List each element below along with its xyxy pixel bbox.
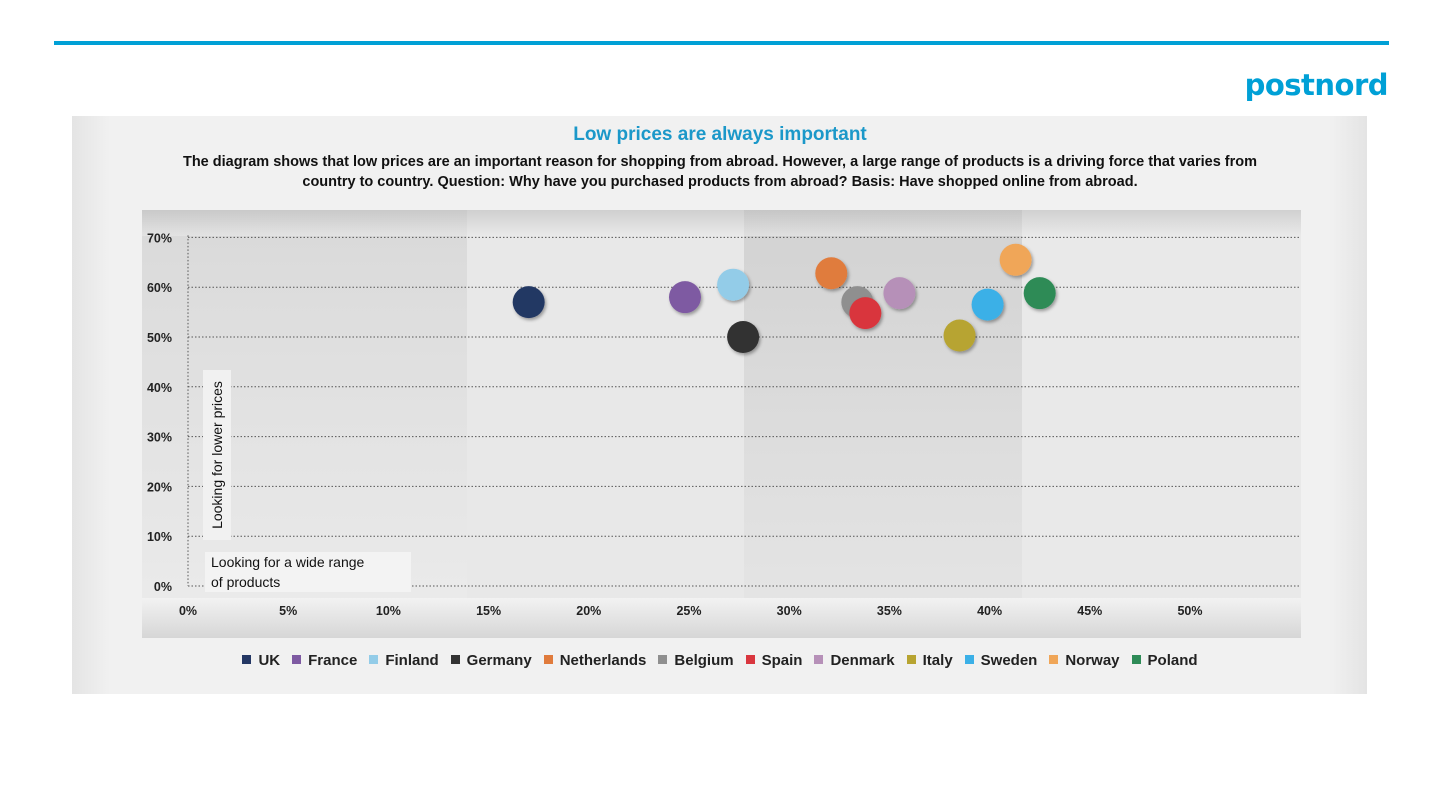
legend-label: Belgium [674, 652, 734, 669]
legend-swatch [745, 655, 755, 664]
data-point-spain [849, 297, 882, 330]
subtitle-line-2: country to country. Question: Why have y… [302, 174, 1138, 190]
legend-item: Denmark [814, 652, 895, 669]
data-point-sweden [971, 288, 1004, 321]
plot-band [467, 210, 744, 638]
legend-swatch [906, 655, 916, 664]
y-tick-label: 20% [147, 480, 172, 494]
panel-shadow-left [72, 116, 110, 694]
legend-item: Germany [450, 652, 532, 669]
data-point-italy [943, 319, 976, 352]
x-tick-label: 45% [1077, 604, 1102, 618]
x-tick-label: 15% [476, 604, 501, 618]
legend-swatch [543, 655, 553, 664]
y-tick-label: 60% [147, 281, 172, 295]
x-tick-label: 40% [977, 604, 1002, 618]
x-tick-label: 5% [279, 604, 297, 618]
legend-item: UK [242, 652, 280, 669]
plot-bottom-shade [142, 598, 1301, 638]
plot-top-shade [142, 210, 1301, 236]
legend-item: Spain [745, 652, 803, 669]
chart-title: Low prices are always important [573, 124, 867, 145]
x-axis-label: Looking for a wide range of products [205, 552, 411, 592]
legend-swatch [1131, 655, 1141, 664]
data-point-netherlands [815, 257, 848, 290]
x-tick-label: 0% [179, 604, 197, 618]
x-axis-label-line-1: Looking for a wide range [211, 554, 365, 570]
data-point-norway [999, 243, 1032, 276]
y-tick-label: 50% [147, 331, 172, 345]
legend-label: Finland [385, 652, 439, 669]
y-tick-label: 10% [147, 530, 172, 544]
y-tick-label: 40% [147, 381, 172, 395]
legend-swatch [658, 655, 668, 664]
legend-swatch [964, 655, 974, 664]
legend-label: France [308, 652, 358, 669]
legend-swatch [369, 655, 379, 664]
x-axis-label-line-2: of products [211, 574, 281, 590]
legend-item: Netherlands [543, 652, 647, 669]
legend-label: Spain [761, 652, 803, 669]
legend-label: Netherlands [559, 652, 647, 669]
data-point-france [668, 281, 701, 314]
x-tick-label: 10% [376, 604, 401, 618]
data-point-finland [717, 268, 750, 301]
legend-label: UK [258, 652, 281, 669]
legend-label: Italy [922, 652, 953, 669]
legend-item: Poland [1131, 652, 1198, 669]
legend-item: Sweden [964, 652, 1038, 669]
y-tick-label: 70% [147, 231, 172, 245]
legend-item: Finland [369, 652, 439, 669]
legend-label: Sweden [980, 652, 1038, 669]
legend-item: Belgium [658, 652, 734, 669]
subtitle-line-1: The diagram shows that low prices are an… [182, 154, 1258, 170]
legend-label: Germany [466, 652, 532, 669]
data-point-uk [512, 286, 545, 319]
x-tick-label: 20% [576, 604, 601, 618]
y-tick-label: 30% [147, 431, 172, 445]
x-tick-label: 35% [877, 604, 902, 618]
legend-item: France [292, 652, 357, 669]
postnord-logo: postnord [1244, 68, 1389, 102]
legend-swatch [242, 655, 252, 664]
data-point-poland [1023, 277, 1056, 310]
y-axis-label: Looking for lower prices [203, 370, 231, 540]
x-tick-label: 25% [676, 604, 701, 618]
plot-band [744, 210, 1022, 638]
legend-label: Poland [1147, 652, 1198, 669]
legend-swatch [814, 655, 824, 664]
chart-legend: UK France Finland Germany Netherlands Belgium… [110, 652, 1330, 669]
data-point-germany [727, 321, 760, 353]
data-point-denmark [883, 277, 916, 310]
legend-swatch [1049, 655, 1059, 664]
legend-item: Norway [1049, 652, 1120, 669]
plot-band [1022, 210, 1301, 638]
x-tick-label: 50% [1177, 604, 1202, 618]
legend-item: Italy [906, 652, 953, 669]
x-tick-label: 30% [777, 604, 802, 618]
chart-subtitle: The diagram shows that low prices are an… [140, 152, 1300, 192]
panel-shadow-right [1329, 116, 1367, 694]
legend-swatch [292, 655, 302, 664]
y-tick-label: 0% [154, 580, 172, 594]
legend-label: Denmark [830, 652, 895, 669]
legend-swatch [450, 655, 460, 664]
legend-label: Norway [1065, 652, 1120, 669]
header-rule [54, 41, 1389, 45]
